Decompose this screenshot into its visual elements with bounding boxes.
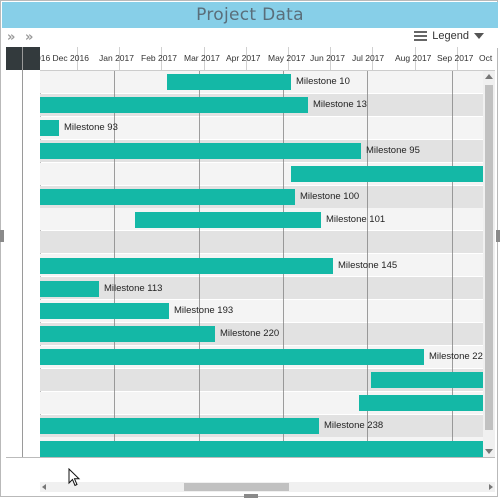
resize-handle-bottom[interactable]	[244, 494, 258, 498]
task-bar-label: Milestone 238	[324, 420, 384, 431]
task-bar-label: Milestone 13	[313, 99, 367, 110]
vertical-scroll-thumb[interactable]	[485, 85, 493, 430]
axis-tick-label: Mar 2017	[184, 53, 220, 63]
left-panel-divider[interactable]	[22, 47, 23, 457]
axis-gridline	[246, 47, 247, 70]
task-bar[interactable]	[40, 349, 424, 365]
axis-gridline	[415, 47, 416, 70]
task-bar-label: Milestone 193	[174, 305, 234, 316]
scroll-right-icon[interactable]	[489, 484, 493, 490]
vertical-scrollbar[interactable]	[483, 71, 495, 457]
expand-panel-right-icon[interactable]: »	[25, 30, 34, 45]
task-bar-label: Milestone 95	[366, 145, 420, 156]
horizontal-scrollbar[interactable]	[40, 482, 495, 492]
scroll-up-icon[interactable]	[485, 74, 493, 79]
month-gridline	[367, 71, 368, 457]
left-panel-header	[6, 47, 40, 70]
legend-button[interactable]: Legend	[414, 30, 484, 42]
chart-bottom-divider	[6, 457, 495, 458]
gantt-row	[40, 117, 483, 139]
task-bar-label: Milestone 101	[326, 214, 386, 225]
task-bar[interactable]	[40, 326, 215, 342]
gantt-row	[40, 231, 483, 253]
task-bar-label: Milestone 220	[220, 328, 280, 339]
task-bar-label: Milestone 100	[300, 191, 360, 202]
task-bar[interactable]	[291, 166, 483, 182]
timeline-axis: 016 Dec 2016 Jan 2017 Feb 2017 Mar 2017 Apr …	[40, 47, 495, 71]
task-bar-label: Milestone 10	[296, 76, 350, 87]
task-bar[interactable]	[135, 212, 321, 228]
axis-gridline	[457, 47, 458, 70]
window-title: Project Data	[2, 2, 498, 28]
gantt-row	[40, 277, 483, 299]
axis-gridline	[119, 47, 120, 70]
task-bar-label: Milestone 113	[104, 283, 163, 294]
axis-tick-label: Jan 2017	[99, 53, 134, 63]
task-bar-label: Milestone 93	[64, 122, 118, 133]
axis-tick-label: Sep 2017	[437, 53, 474, 63]
expand-panel-left-icon[interactable]: »	[7, 30, 16, 45]
caret-down-icon	[474, 33, 484, 40]
task-bar[interactable]	[40, 441, 483, 457]
scroll-down-icon[interactable]	[485, 449, 493, 454]
axis-gridline	[204, 47, 205, 70]
axis-tick-label: Oct	[479, 53, 493, 63]
left-panel-strip	[6, 47, 41, 457]
axis-tick-label: May 2017	[268, 53, 306, 63]
horizontal-scroll-thumb[interactable]	[184, 483, 289, 491]
axis-tick-label: Jun 2017	[310, 53, 345, 63]
axis-tick-label: Apr 2017	[226, 53, 261, 63]
task-bar[interactable]	[40, 120, 59, 136]
month-gridline	[452, 71, 453, 457]
task-bar[interactable]	[167, 74, 291, 90]
axis-tick-label: Aug 2017	[395, 53, 432, 63]
task-bar[interactable]	[40, 143, 361, 159]
resize-handle-right[interactable]	[496, 230, 500, 242]
axis-gridline	[288, 47, 289, 70]
task-bar[interactable]	[40, 418, 319, 434]
axis-gridline	[77, 47, 78, 70]
task-bar[interactable]	[40, 281, 99, 297]
scroll-left-icon[interactable]	[42, 484, 46, 490]
axis-gridline	[161, 47, 162, 70]
legend-label: Legend	[432, 30, 469, 42]
task-bar[interactable]	[40, 189, 295, 205]
task-bar-label: Milestone 145	[338, 260, 398, 271]
axis-tick-label: Jul 2017	[352, 53, 385, 63]
resize-handle-left[interactable]	[0, 230, 4, 242]
task-bar[interactable]	[371, 372, 483, 388]
mouse-pointer-icon	[68, 468, 81, 487]
task-bar[interactable]	[40, 97, 308, 113]
axis-gridline	[330, 47, 331, 70]
hamburger-icon	[414, 31, 428, 42]
gantt-chart-area: Milestone 10 Milestone 13 Milestone 93 Mile…	[40, 71, 483, 457]
task-bar[interactable]	[40, 258, 333, 274]
task-bar[interactable]	[40, 303, 169, 319]
gantt-toolbar: » » Legend	[2, 28, 498, 48]
task-bar[interactable]	[359, 395, 483, 411]
task-bar-label: Milestone 222	[429, 351, 483, 362]
axis-gridline	[372, 47, 373, 70]
axis-tick-label: Feb 2017	[141, 53, 177, 63]
axis-tick-label: 016 Dec 2016	[40, 53, 89, 63]
